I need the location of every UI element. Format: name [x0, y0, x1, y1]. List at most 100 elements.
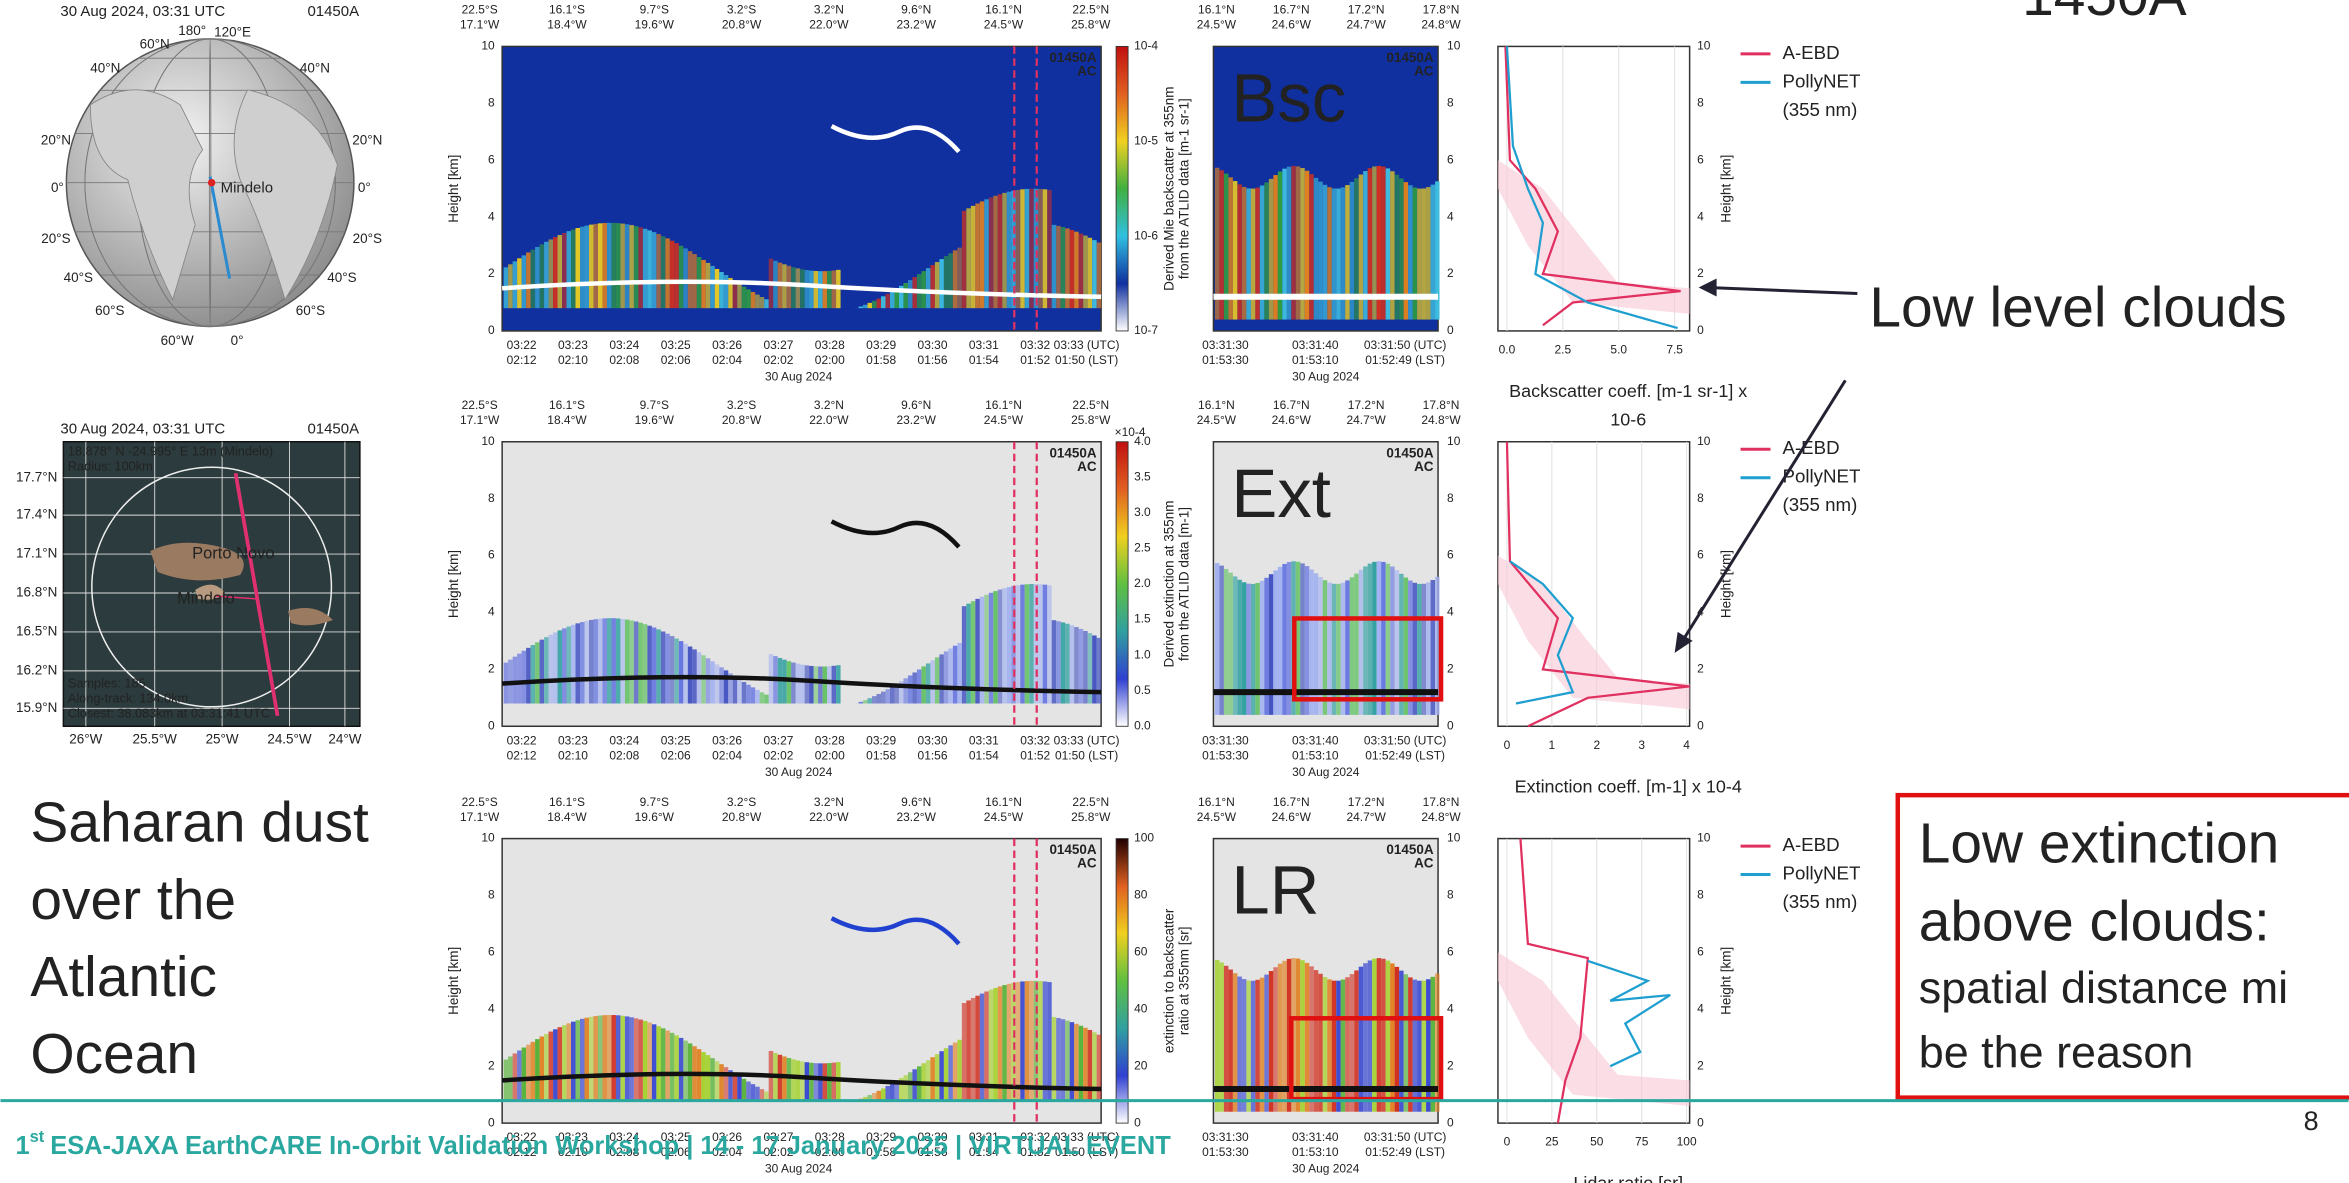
curtain-strip: [557, 630, 563, 704]
curtain-strip: [1060, 227, 1066, 309]
curtain-strip: [804, 270, 810, 309]
note-box: [1895, 792, 2349, 1100]
curtain-strip: [629, 225, 634, 309]
curtain-strip: [755, 1086, 760, 1101]
zoom-strip: [1381, 166, 1386, 320]
curtain-strip: [809, 1062, 814, 1101]
lat-label: 9.7°S: [640, 795, 669, 809]
zoom-strip: [1385, 168, 1391, 320]
zoom-strip: [1340, 187, 1346, 320]
curtain-strip: [548, 239, 554, 309]
lon-label: 17.1°W: [460, 810, 500, 824]
curtain-strip: [741, 681, 747, 704]
curtain-strip: [597, 223, 603, 309]
utc-tick: 03:32: [1020, 1130, 1050, 1144]
lon-label: 24.5°W: [984, 810, 1024, 824]
map-lat: 16.2°N: [16, 662, 57, 677]
curtain-strip: [979, 596, 985, 704]
curtain-strip: [750, 292, 756, 309]
lon-label: 20.8°W: [722, 810, 762, 824]
curtain-strip: [517, 1050, 522, 1101]
zoom-strip: [1304, 962, 1310, 1112]
zoom-strip: [1259, 185, 1265, 320]
map-lat: 16.8°N: [16, 585, 57, 600]
utc-tick: 03:26: [712, 338, 742, 352]
height-tick: 4: [1697, 209, 1704, 223]
zoom-strip: [1435, 181, 1440, 320]
lst-tick: 01:52: [1020, 1145, 1050, 1159]
curtain-strip: [934, 262, 940, 309]
lon-label: 24.5°W: [1197, 18, 1237, 32]
zoom-strip: [1223, 568, 1229, 715]
footer-text: ESA-JAXA EarthCARE In-Orbit Validation W…: [50, 1132, 1171, 1160]
zoom-strip: [1403, 577, 1409, 715]
curtain-strip: [930, 265, 935, 309]
zoom-strip: [1313, 573, 1319, 715]
curtain-strip: [885, 293, 890, 309]
curtain-strip: [526, 647, 531, 704]
legend-entry: PollyNET: [1782, 70, 1860, 91]
height-tick: 8: [1697, 888, 1704, 902]
overpass-track: [233, 472, 280, 717]
lst-tick: 02:04: [712, 748, 742, 762]
height-tick: 8: [488, 95, 495, 109]
curtain-strip: [566, 231, 572, 309]
cloud-layer: [830, 916, 961, 946]
curtain-strip: [1024, 981, 1030, 1101]
zoom-strip: [1349, 181, 1355, 320]
curtain-strip: [741, 286, 747, 309]
curtain-strip: [1011, 982, 1016, 1101]
curtain-strip: [1015, 189, 1021, 309]
height-tick: 0: [1697, 1115, 1704, 1129]
lat-label: 16.7°N: [1273, 795, 1310, 809]
map-lon: 26°W: [69, 731, 102, 746]
orbit-tag: AC: [1077, 856, 1097, 871]
curtain-strip: [872, 1092, 877, 1101]
colorbar-tick: 40: [1134, 1001, 1148, 1015]
curtain-strip: [1074, 231, 1079, 309]
zoom-strip: [1408, 977, 1413, 1112]
curtain-strip: [1083, 630, 1088, 704]
curtain-strip: [683, 643, 688, 704]
curtain-strip: [818, 271, 823, 309]
colorbar-label: extinction to backscatter: [1162, 908, 1177, 1053]
curtain-strip: [660, 236, 666, 309]
zoom-strip: [1273, 570, 1278, 715]
curtain-strip: [1065, 228, 1070, 309]
map-info: Radius: 100km: [68, 459, 153, 474]
curtain-strip: [714, 1061, 720, 1101]
lat-label: 22.5°S: [462, 398, 498, 412]
curtain-strip: [719, 272, 724, 309]
zoom-strip: [1318, 181, 1323, 320]
zoom-strip: [1277, 566, 1283, 715]
note-text: above clouds:: [1919, 889, 2270, 953]
curtain-strip: [647, 1022, 652, 1101]
orbit-tag: 01450A: [1049, 842, 1096, 857]
curtain-strip: [961, 1002, 967, 1101]
curtain-strip: [1042, 584, 1048, 704]
zoom-strip: [1372, 166, 1377, 320]
curtain-strip: [764, 299, 769, 309]
note-detail: be the reason: [1919, 1027, 2194, 1078]
lst-tick: 01:58: [866, 353, 896, 367]
curtain-strip: [1047, 189, 1052, 309]
curtain-strip: [885, 1085, 890, 1101]
curtain-strip: [831, 1062, 837, 1101]
curtain-strip: [755, 689, 760, 704]
zoom-strip: [1358, 569, 1364, 715]
curtain-strip: [741, 1078, 747, 1101]
zoom-strip: [1304, 566, 1310, 715]
curtain-strip: [710, 661, 715, 704]
curtain-strip: [584, 1017, 589, 1101]
lst-tick: 02:02: [763, 1145, 793, 1159]
utc-tick: 03:31:50 (UTC): [1364, 338, 1446, 352]
lst-tick: 01:56: [918, 748, 948, 762]
curtain-strip: [530, 1041, 536, 1101]
curtain-strip: [732, 676, 738, 704]
curtain-strip: [1087, 1029, 1093, 1101]
lon-label: 24.8°W: [1421, 413, 1461, 427]
curtain-strip: [1006, 983, 1012, 1101]
curtain-strip: [1056, 1018, 1061, 1101]
curtain-strip: [714, 664, 720, 704]
